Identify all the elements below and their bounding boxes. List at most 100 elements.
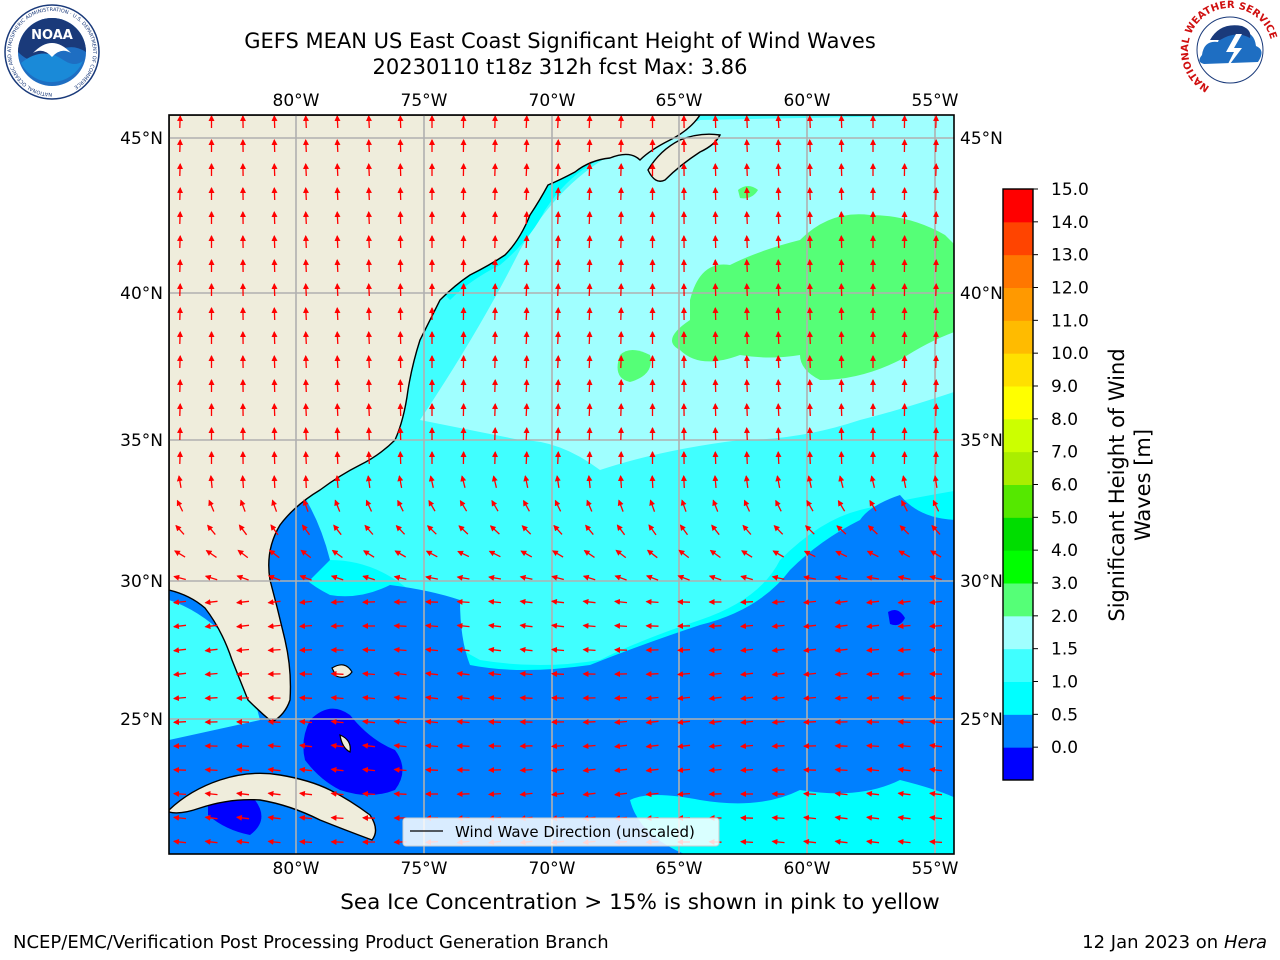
wind-arrow: [929, 718, 943, 725]
noaa-logo-text: NOAA: [31, 28, 73, 43]
wind-arrow: [740, 695, 754, 702]
wind-arrow: [772, 550, 785, 558]
lat-label: 35°N: [960, 431, 1003, 451]
wind-arrow: [330, 599, 344, 606]
wind-wave-arrows: [173, 115, 943, 846]
wind-arrow: [775, 259, 782, 273]
wind-arrow: [302, 475, 309, 489]
wave-band-gulf: [169, 600, 260, 740]
wind-arrow: [237, 549, 249, 559]
wind-arrow: [866, 671, 880, 678]
wind-arrow: [645, 791, 659, 798]
wind-arrow: [365, 235, 372, 249]
wind-arrow: [740, 599, 754, 606]
wind-arrow: [365, 283, 372, 297]
wind-arrow: [397, 499, 404, 512]
wind-arrow: [208, 475, 215, 489]
wind-arrow: [299, 718, 313, 725]
wind-arrow: [362, 742, 376, 749]
wind-arrow: [836, 525, 847, 535]
wind-arrow: [207, 524, 216, 536]
wind-arrow: [740, 743, 754, 750]
wind-arrow: [456, 598, 470, 605]
lon-label: 65°W: [656, 91, 703, 111]
wind-arrow: [394, 550, 407, 558]
wind-arrow: [806, 259, 813, 273]
wind-arrow: [204, 838, 218, 845]
wind-arrow: [334, 427, 341, 441]
wind-arrow: [897, 623, 911, 630]
wind-arrow: [901, 475, 908, 489]
wind-arrow: [775, 139, 782, 153]
wind-arrow: [806, 235, 813, 249]
wind-arrow: [365, 259, 372, 273]
wind-arrow: [586, 139, 593, 153]
colorbar-tick-label: 11.0: [1051, 311, 1089, 331]
wind-arrow: [393, 646, 407, 653]
wind-arrow: [806, 451, 813, 465]
wind-arrow: [614, 767, 628, 774]
colorbar-segment: [1003, 583, 1033, 617]
wind-arrow: [586, 451, 593, 465]
wind-arrow: [803, 574, 817, 581]
lon-label: 55°W: [912, 91, 959, 111]
wind-arrow: [330, 766, 344, 773]
wind-arrow: [271, 499, 278, 512]
wind-arrow: [555, 451, 562, 465]
wind-arrow: [267, 623, 281, 630]
wind-arrow: [365, 403, 372, 417]
wind-arrow: [614, 719, 628, 726]
chart-title: GEFS MEAN US East Coast Significant Heig…: [244, 29, 876, 53]
wind-arrow: [425, 574, 439, 581]
wind-arrow: [740, 623, 754, 630]
wind-arrow: [176, 499, 184, 512]
wind-arrow: [929, 838, 943, 845]
wind-arrow: [806, 499, 814, 512]
wind-arrow: [585, 524, 594, 536]
wind-arrow: [302, 403, 309, 417]
wind-arrow: [743, 403, 750, 417]
wind-arrow: [582, 719, 596, 726]
wind-arrow: [456, 694, 470, 701]
wind-arrow: [931, 524, 941, 535]
wind-arrow: [775, 115, 782, 129]
wind-arrow: [582, 767, 596, 774]
footer-date-text: 12 Jan 2023 on: [1082, 932, 1224, 953]
wind-arrow: [173, 623, 187, 630]
wind-arrow: [523, 451, 530, 465]
wind-arrow: [555, 283, 562, 297]
colorbar-tick-label: 3.0: [1051, 574, 1078, 594]
wind-arrow: [393, 622, 407, 629]
wind-arrow: [334, 211, 341, 225]
wind-arrow: [491, 499, 499, 512]
colorbar-segment: [1003, 451, 1033, 485]
wind-arrow: [299, 694, 313, 701]
wind-arrow: [743, 355, 750, 369]
wind-arrow: [302, 187, 309, 201]
graticule: [169, 115, 954, 854]
wind-arrow: [519, 622, 533, 629]
wind-arrow: [677, 767, 691, 774]
wind-arrow: [742, 524, 752, 535]
wind-arrow: [897, 599, 911, 606]
lon-labels-top: 80°W 75°W 70°W 65°W 60°W 55°W: [273, 91, 959, 111]
wind-arrow: [236, 766, 250, 773]
wind-arrow: [365, 211, 372, 225]
wind-arrow: [174, 550, 186, 558]
wind-arrow: [334, 307, 341, 321]
wind-arrow: [929, 694, 943, 701]
footer-credit: NCEP/EMC/Verification Post Processing Pr…: [13, 932, 609, 953]
wind-arrow: [334, 403, 341, 417]
wave-band-0-0.5: [888, 610, 905, 626]
wind-arrow: [740, 647, 754, 654]
wind-arrow: [239, 499, 246, 512]
wind-arrow: [397, 475, 404, 489]
wind-arrow: [586, 427, 593, 441]
wind-arrow: [930, 550, 942, 558]
colorbar-segment: [1003, 189, 1033, 223]
wind-arrow: [649, 499, 656, 512]
wind-arrow: [932, 475, 939, 488]
colorbar-tick-label: 0.0: [1051, 738, 1078, 758]
sea-ice-caption: Sea Ice Concentration > 15% is shown in …: [340, 890, 940, 915]
wind-arrow: [555, 139, 562, 153]
